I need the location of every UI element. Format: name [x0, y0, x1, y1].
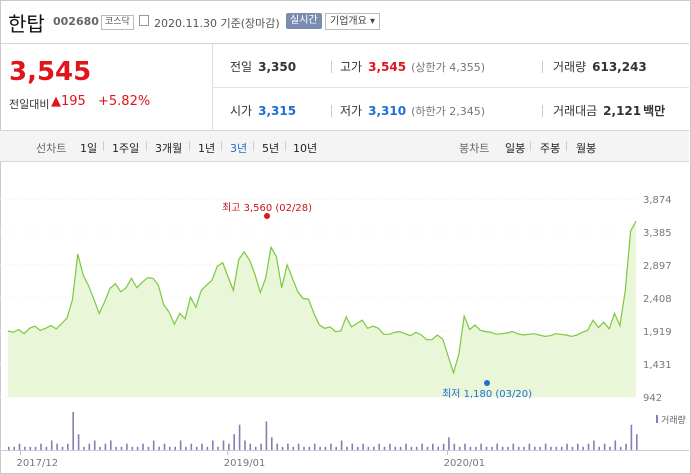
- amount-label: 거래대금: [553, 104, 598, 118]
- divider: [213, 87, 689, 88]
- prev-close: 전일 3,350: [230, 58, 296, 75]
- base-date: 2020.11.30 기준(장마감): [154, 17, 280, 30]
- title-bar: 한탑 002680 코스닥 2020.11.30 기준(장마감) 실시간 기업개…: [0, 0, 689, 44]
- high-label: 고가: [340, 60, 363, 74]
- tab-3m[interactable]: 3개월: [155, 142, 183, 155]
- tab-1y[interactable]: 1년: [198, 142, 216, 155]
- low-label: 저가: [340, 104, 363, 118]
- prev-close-value: 3,350: [258, 60, 297, 74]
- tab-5y[interactable]: 5년: [262, 142, 280, 155]
- volume: 거래량 613,243: [553, 58, 647, 75]
- divider: [566, 141, 567, 151]
- volume-value: 613,243: [592, 60, 647, 74]
- divider: [146, 141, 147, 151]
- low-value: 3,310: [368, 104, 407, 118]
- high-price: 고가 3,545 (상한가 4,355): [340, 58, 485, 75]
- lower-limit: (하한가 2,345): [411, 105, 485, 118]
- divider: [331, 105, 332, 117]
- change-label: 전일대비: [9, 98, 50, 111]
- quote-panel: 3,545 전일대비 ▲195 +5.82% 전일 3,350 고가 3,545 (상…: [0, 44, 689, 131]
- divider: [212, 44, 213, 130]
- divider: [103, 141, 104, 151]
- market-badge: 코스닥: [101, 15, 134, 30]
- current-price: 3,545: [9, 57, 92, 87]
- tab-3y[interactable]: 3년: [230, 142, 248, 155]
- divider: [253, 141, 254, 151]
- volume-label: 거래량: [553, 60, 587, 74]
- stock-name[interactable]: 한탑: [8, 12, 45, 36]
- tab-10y[interactable]: 10년: [293, 142, 318, 155]
- open-price: 시가 3,315: [230, 102, 296, 119]
- divider: [331, 61, 332, 73]
- amount-unit: 백만: [643, 104, 666, 118]
- divider: [189, 141, 190, 151]
- trade-amount: 거래대금 2,121 백만: [553, 102, 665, 119]
- tab-weekly[interactable]: 주봉: [540, 142, 561, 155]
- prev-close-label: 전일: [230, 60, 253, 74]
- chart-tabs: 선차트 1일 1주일 3개월 1년 3년 5년 10년 봉차트 일봉 주봉 월봉: [0, 131, 689, 162]
- tab-1d[interactable]: 1일: [80, 142, 98, 155]
- tab-monthly[interactable]: 월봉: [576, 142, 597, 155]
- divider: [542, 105, 543, 117]
- open-value: 3,315: [258, 104, 297, 118]
- calendar-icon: [139, 15, 149, 26]
- candle-chart-label: 봉차트: [459, 142, 490, 155]
- tab-1w[interactable]: 1주일: [112, 142, 140, 155]
- high-value: 3,545: [368, 60, 407, 74]
- change-value: ▲195: [51, 94, 86, 109]
- divider: [221, 141, 222, 151]
- company-overview-dropdown[interactable]: 기업개요 ▾: [325, 13, 380, 30]
- tab-daily[interactable]: 일봉: [505, 142, 526, 155]
- upper-limit: (상한가 4,355): [411, 61, 485, 74]
- divider: [285, 141, 286, 151]
- divider: [530, 141, 531, 151]
- line-chart-label: 선차트: [36, 142, 67, 155]
- low-price: 저가 3,310 (하한가 2,345): [340, 102, 485, 119]
- change-percent: +5.82%: [98, 94, 151, 109]
- stock-code: 002680: [53, 15, 99, 28]
- open-label: 시가: [230, 104, 253, 118]
- divider: [542, 61, 543, 73]
- realtime-button[interactable]: 실시간: [286, 13, 322, 29]
- amount-value: 2,121: [603, 104, 642, 118]
